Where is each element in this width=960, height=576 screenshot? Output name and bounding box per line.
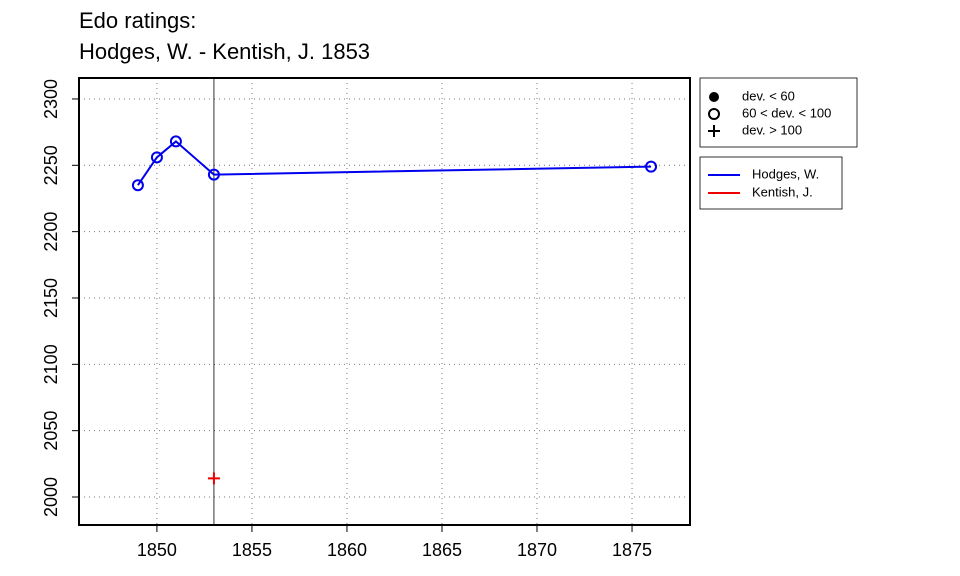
legend-label: dev. > 100 — [742, 122, 802, 137]
x-tick-label: 1865 — [422, 540, 462, 560]
y-tick-label: 2200 — [41, 212, 61, 252]
x-tick-label: 1875 — [612, 540, 652, 560]
y-tick-label: 2150 — [41, 278, 61, 318]
x-tick-label: 1850 — [137, 540, 177, 560]
series-line — [137, 140, 652, 186]
marker — [645, 160, 658, 173]
x-tick-label: 1860 — [327, 540, 367, 560]
legend-box — [699, 156, 843, 210]
y-tick-label: 2300 — [41, 79, 61, 119]
marker — [169, 135, 182, 148]
marker — [708, 125, 720, 137]
chart-subtitle: Hodges, W. - Kentish, J. 1853 — [79, 39, 370, 64]
x-tick-label: 1870 — [517, 540, 557, 560]
marker — [709, 92, 719, 102]
x-tick-label: 1855 — [232, 540, 272, 560]
plot-frame — [78, 77, 691, 526]
marker — [207, 168, 220, 181]
marker — [131, 179, 144, 192]
y-tick-label: 2050 — [41, 411, 61, 451]
y-tick-label: 2000 — [41, 477, 61, 517]
y-tick-label: 2100 — [41, 344, 61, 384]
marker — [150, 151, 163, 164]
marker — [708, 108, 720, 120]
legend-label: dev. < 60 — [742, 88, 795, 103]
legend-box — [699, 77, 858, 148]
legend-label: Hodges, W. — [752, 166, 819, 181]
legend-label: 60 < dev. < 100 — [742, 105, 831, 120]
y-tick-label: 2250 — [41, 145, 61, 185]
chart-title: Edo ratings: — [79, 8, 196, 33]
legend-label: Kentish, J. — [752, 184, 813, 199]
marker — [207, 472, 220, 485]
